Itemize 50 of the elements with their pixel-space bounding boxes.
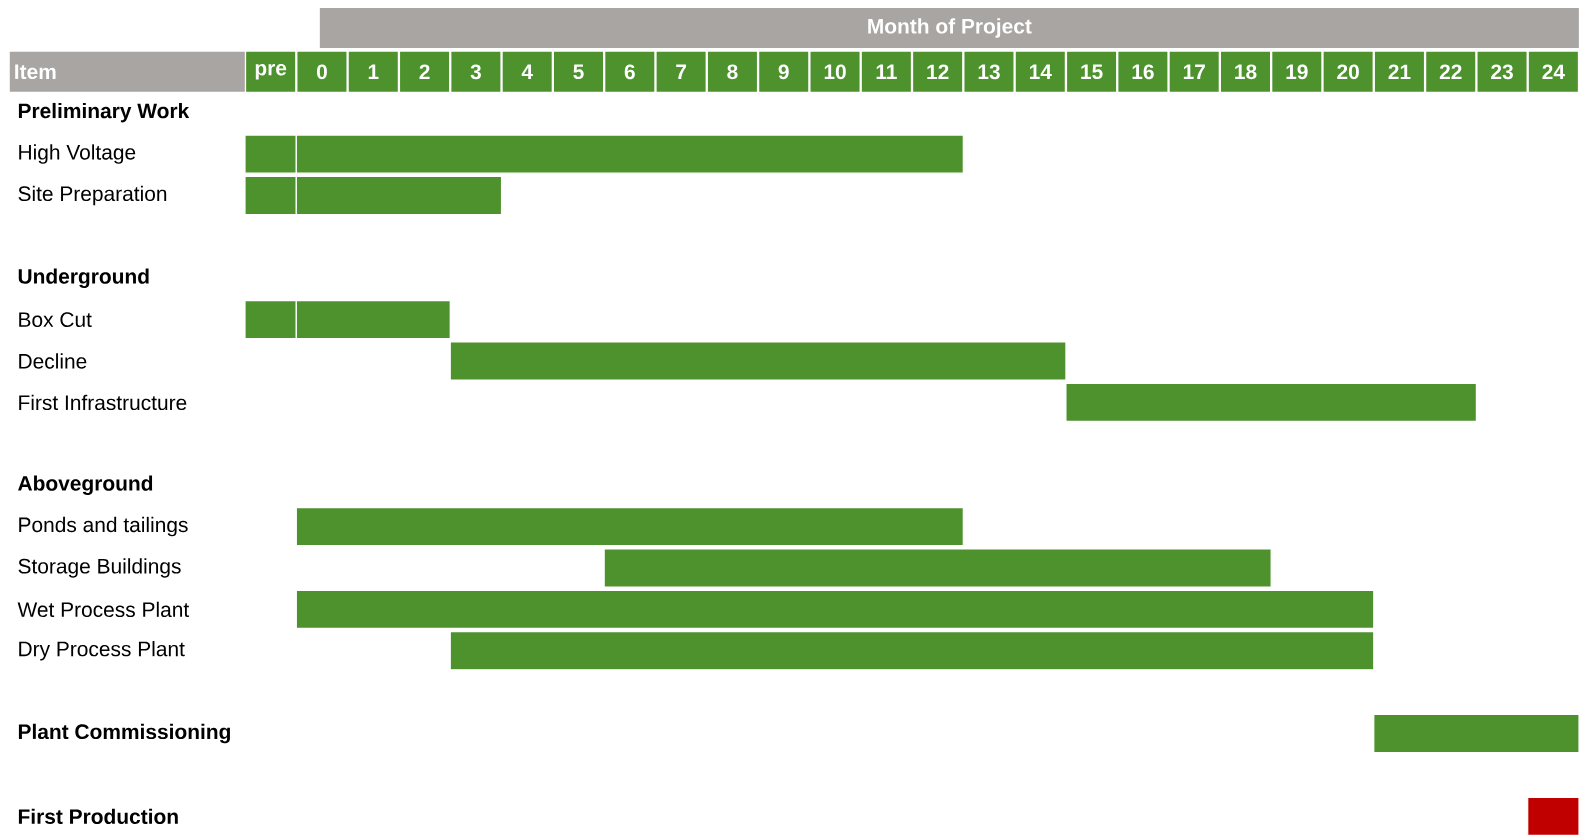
y-tick-label: Storage Buildings <box>18 558 181 578</box>
bar <box>1373 713 1579 754</box>
y-tick-label: Decline <box>19 353 87 369</box>
x-tick-label: pre <box>255 63 287 80</box>
x-tick-label: 21 <box>1388 64 1411 80</box>
x-tick-label: 16 <box>1132 64 1154 80</box>
x-tick-label: 5 <box>573 64 584 80</box>
x-tick-label: 13 <box>978 64 1000 80</box>
x-tick-label: 15 <box>1081 64 1103 80</box>
x-tick-label: 22 <box>1439 64 1462 80</box>
x-tick-label: 20 <box>1337 64 1359 80</box>
x-tick-label: 23 <box>1491 64 1513 80</box>
x-tick-label: 1 <box>368 64 379 79</box>
x-tick-label: 3 <box>470 64 481 80</box>
x-tick-label: 4 <box>521 64 533 79</box>
x-tick-label: 2 <box>419 64 430 80</box>
x-tick-label: 24 <box>1542 64 1565 80</box>
y-tick-label: Plant Commissioning <box>18 723 230 744</box>
y-axis-title: Item <box>15 64 56 80</box>
bar <box>295 506 964 547</box>
x-tick-label: 9 <box>778 64 789 80</box>
y-tick-label: First Production <box>18 808 178 824</box>
y-tick-label: Ponds and tailings <box>19 516 188 537</box>
y-tick-label: Box Cut <box>19 312 92 328</box>
bar <box>449 341 1067 381</box>
x-tick-label: 8 <box>727 64 738 80</box>
bar <box>449 631 1375 671</box>
y-tick-label: Preliminary Work <box>18 102 190 123</box>
x-tick-label: 19 <box>1286 64 1308 80</box>
y-tick-label: First Infrastructure <box>19 394 187 411</box>
x-tick-label: 17 <box>1183 64 1205 79</box>
bar <box>1527 796 1579 836</box>
x-tick-label: 14 <box>1029 64 1052 79</box>
x-tick-label: 12 <box>927 64 949 80</box>
x-tick-label: 18 <box>1235 64 1257 80</box>
x-tick-label: 0 <box>316 64 327 80</box>
x-axis-title: Month of Project <box>868 18 1032 38</box>
bar <box>295 589 1375 630</box>
bar <box>603 548 1272 588</box>
bar <box>1065 382 1477 423</box>
y-tick-label: Dry Process Plant <box>19 641 185 661</box>
x-tick-label: 6 <box>624 64 635 80</box>
x-tick-label: 11 <box>876 64 897 79</box>
y-tick-label: Wet Process Plant <box>17 601 190 618</box>
y-tick-label: Underground <box>18 268 149 289</box>
x-tick-label: 7 <box>676 64 687 79</box>
y-tick-label: High Voltage <box>19 144 136 164</box>
y-tick-label: Site Preparation <box>18 185 167 206</box>
y-tick-label: Aboveground <box>18 475 153 495</box>
x-tick-label: 10 <box>824 64 846 80</box>
